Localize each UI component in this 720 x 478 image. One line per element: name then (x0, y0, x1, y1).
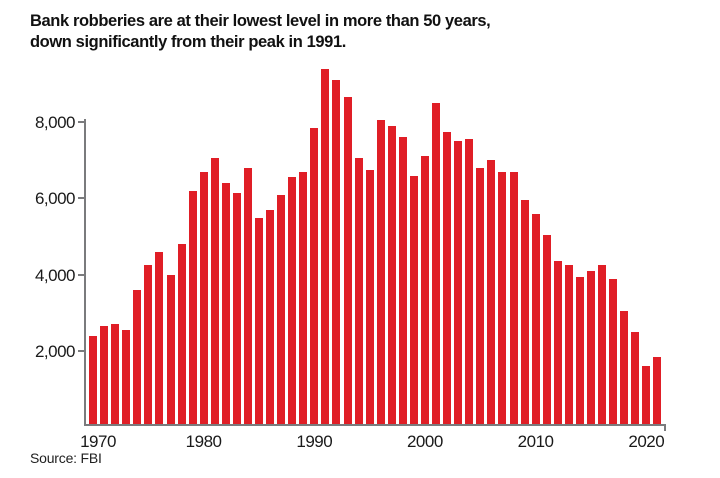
bar-1982 (221, 183, 230, 424)
x-axis-end-tick (664, 424, 666, 431)
y-tick-mark-6000 (78, 197, 85, 200)
bar-2001 (432, 103, 440, 424)
y-tick-mark-8000 (78, 121, 85, 124)
bar-1981 (210, 158, 219, 424)
y-tick-label-2000: 2,000 (34, 342, 76, 361)
bar-2018 (620, 310, 629, 424)
x-tick-label-2010: 2010 (517, 432, 554, 451)
bar-2015 (586, 270, 595, 424)
bar-2013 (564, 265, 573, 424)
y-tick-label-4000: 4,000 (34, 265, 76, 285)
bar-1980 (199, 171, 208, 424)
bar-2014 (575, 276, 584, 424)
bar-2017 (609, 278, 618, 424)
bar-1993 (343, 97, 352, 424)
bar-1996 (376, 120, 385, 424)
x-tick-label-1990: 1990 (296, 432, 333, 451)
x-tick-label-2000: 2000 (406, 432, 443, 451)
bar-2007 (498, 171, 507, 424)
bar-2012 (553, 261, 562, 424)
bar-1989 (299, 171, 308, 424)
bar-1978 (177, 244, 186, 424)
bar-1994 (354, 158, 363, 424)
bar-2004 (465, 139, 474, 424)
x-axis-line (84, 424, 666, 426)
y-tick-label-8000: 8,000 (34, 113, 76, 133)
bar-1988 (288, 177, 297, 424)
bar-1987 (277, 194, 286, 424)
bar-1974 (133, 290, 142, 424)
bar-1992 (332, 80, 341, 424)
bar-2019 (631, 331, 640, 424)
x-tick-label-2020: 2020 (628, 432, 665, 451)
bar-2003 (454, 141, 463, 424)
bar-1971 (100, 326, 109, 424)
bar-1999 (409, 175, 418, 424)
bar-1975 (144, 265, 153, 424)
bar-1991 (321, 68, 330, 424)
chart-title-line2: down significantly from their peak in 19… (30, 32, 346, 51)
bar-2010 (531, 213, 540, 424)
bar-2008 (509, 171, 518, 424)
bar-1973 (122, 330, 131, 424)
source-label: Source: FBI (30, 450, 102, 466)
x-tick-label-1970: 1970 (80, 432, 116, 451)
bar-1998 (398, 137, 407, 424)
bar-2006 (487, 160, 496, 424)
bar-1972 (111, 324, 120, 424)
bar-1983 (232, 192, 241, 424)
bar-1977 (166, 274, 175, 424)
bar-1979 (188, 190, 197, 424)
y-axis-line (84, 119, 86, 425)
y-tick-mark-2000 (78, 350, 85, 352)
bar-1990 (310, 127, 319, 424)
bar-2000 (420, 156, 429, 424)
bar-2020 (642, 366, 651, 424)
chart-title: Bank robberies are at their lowest level… (30, 10, 491, 52)
chart-title-line1: Bank robberies are at their lowest level… (30, 11, 491, 30)
bar-2002 (443, 131, 452, 424)
bar-2011 (542, 234, 551, 424)
bar-1984 (243, 167, 252, 424)
bar-2016 (598, 265, 606, 424)
bar-1986 (266, 209, 274, 424)
bar-1997 (387, 125, 396, 424)
y-tick-label-6000: 6,000 (34, 189, 76, 209)
x-tick-label-1980: 1980 (185, 432, 222, 451)
bar-1985 (255, 217, 263, 424)
bar-1995 (365, 169, 374, 424)
bar-2021 (653, 356, 662, 424)
bar-1970 (89, 335, 97, 424)
bar-2009 (520, 200, 529, 424)
y-tick-mark-4000 (78, 273, 85, 276)
bar-2005 (476, 167, 485, 424)
bar-1976 (155, 251, 164, 424)
